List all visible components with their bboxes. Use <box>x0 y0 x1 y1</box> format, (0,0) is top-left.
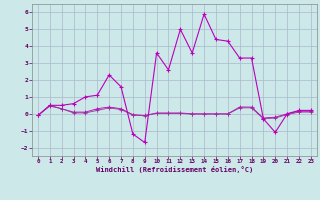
X-axis label: Windchill (Refroidissement éolien,°C): Windchill (Refroidissement éolien,°C) <box>96 166 253 173</box>
